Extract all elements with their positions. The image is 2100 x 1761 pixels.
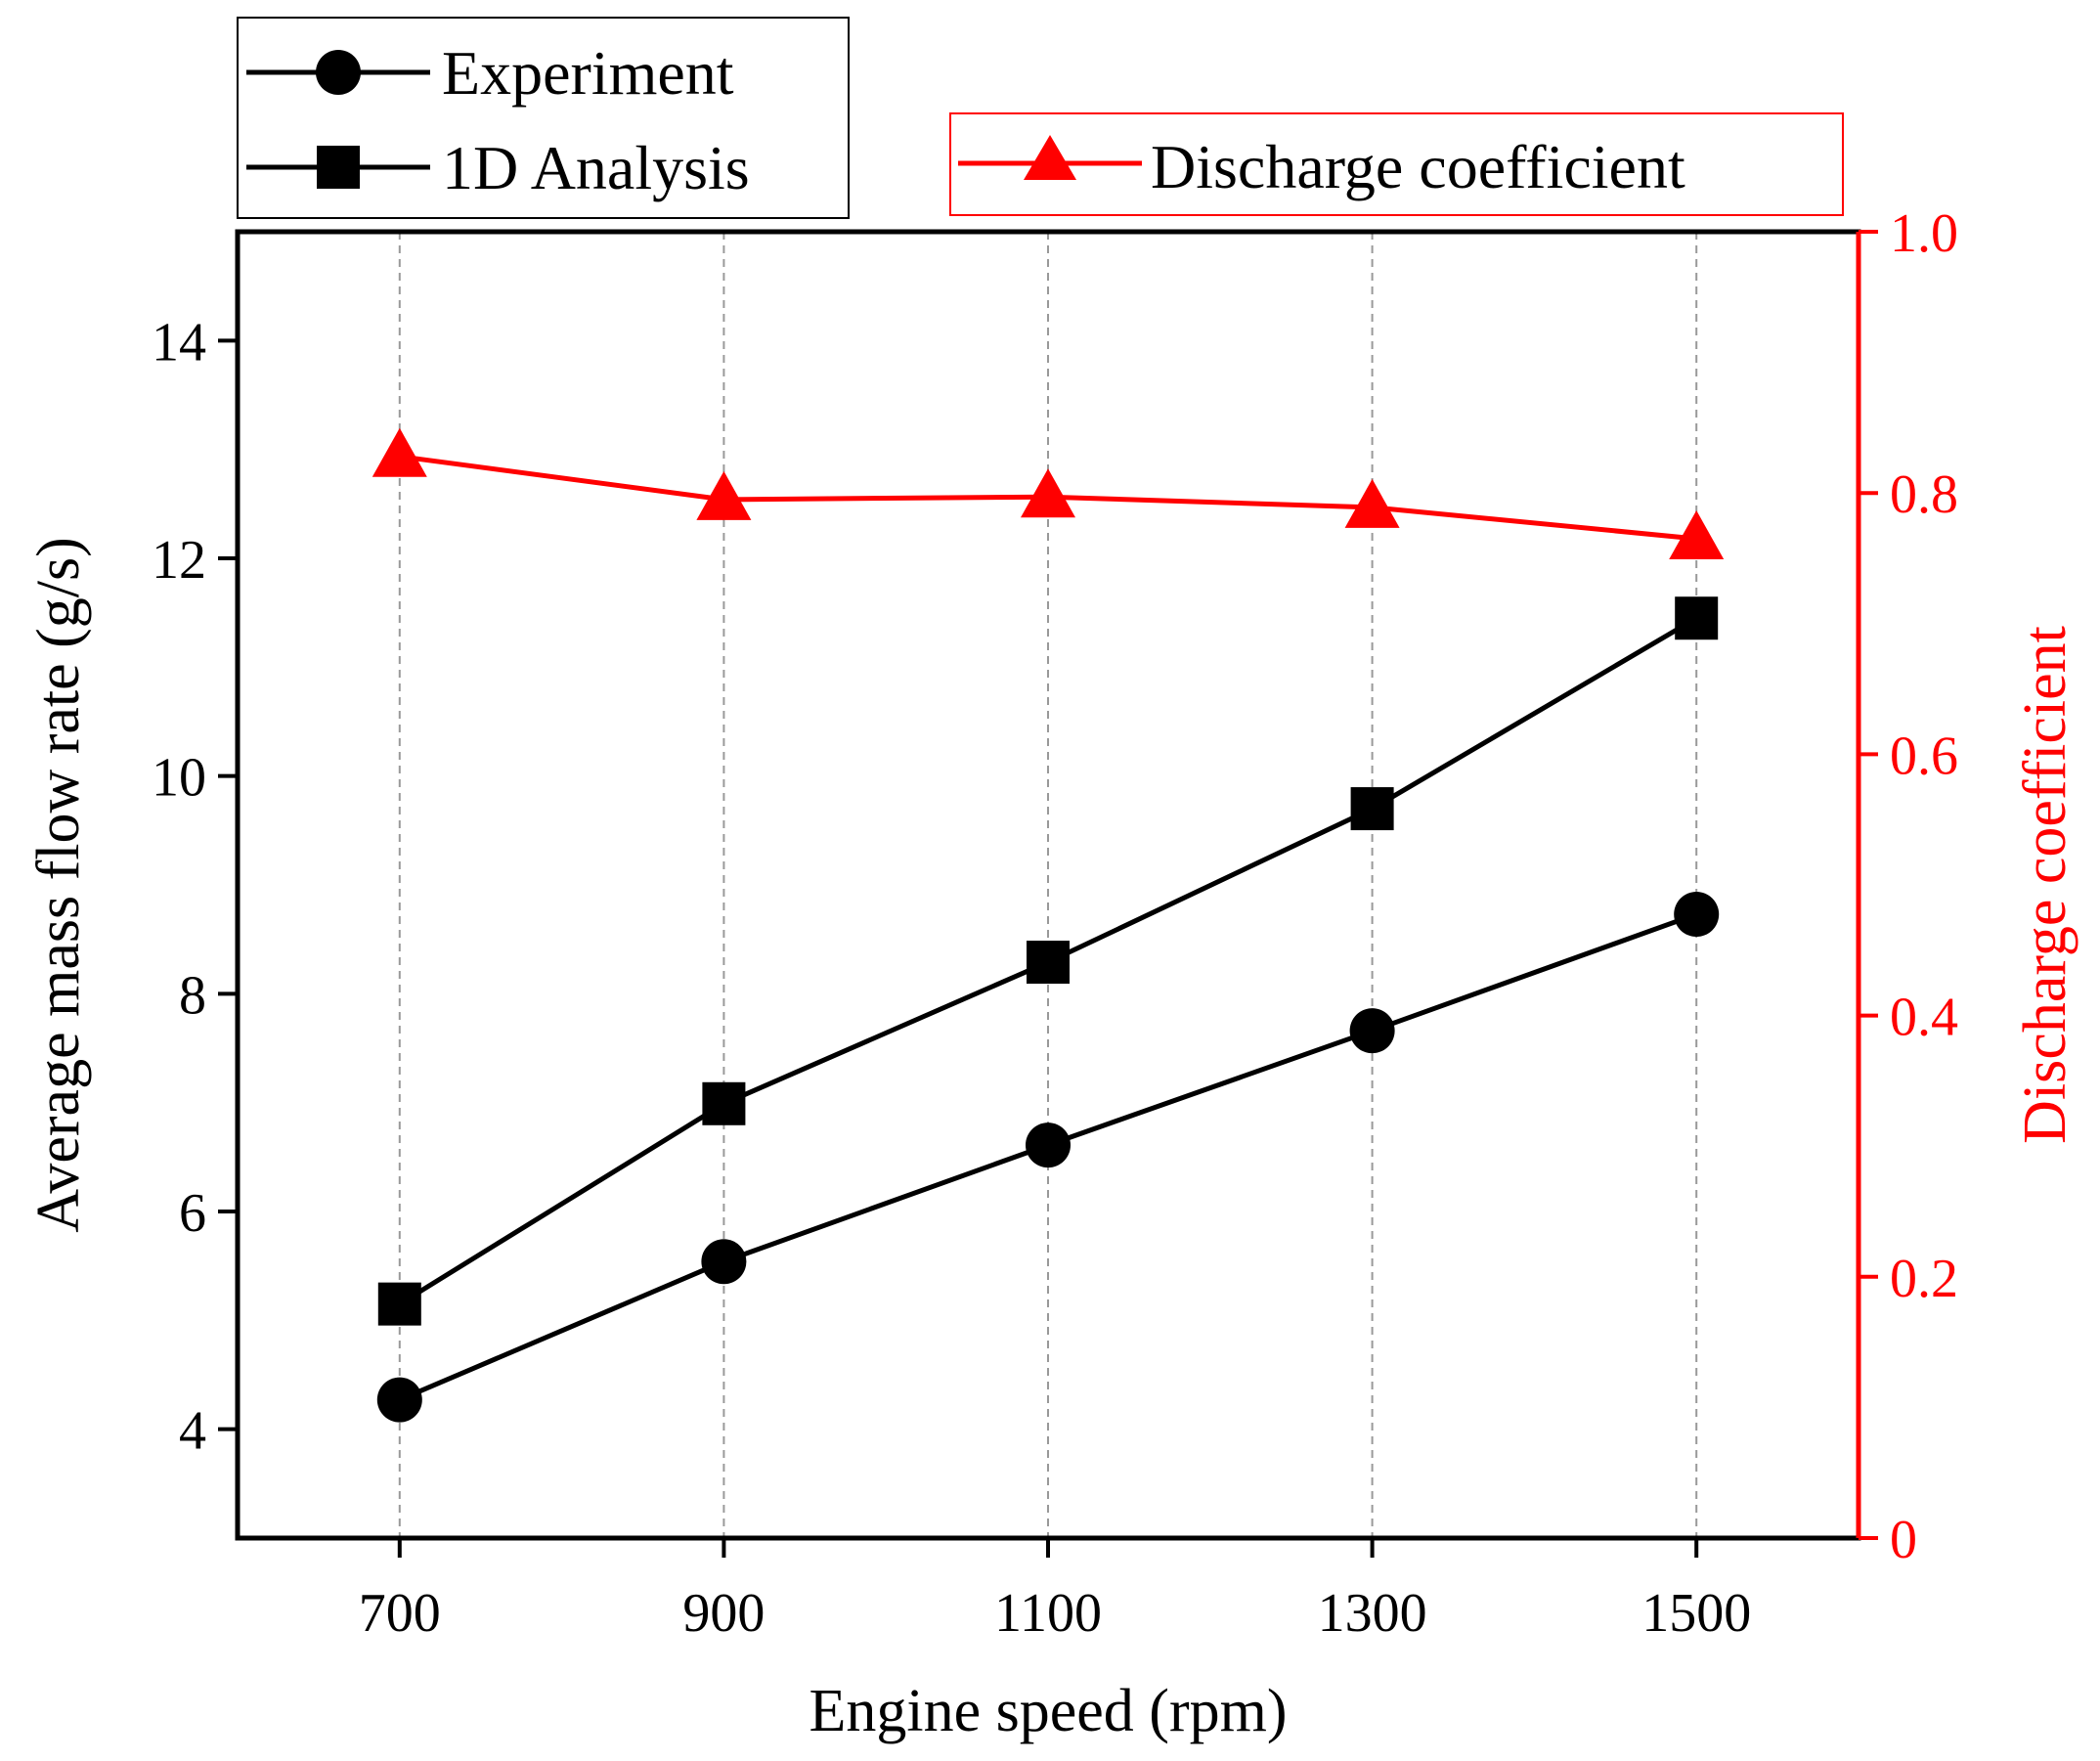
series-point-discharge-coefficient-0 xyxy=(372,427,427,477)
series-point-1d-analysis-0 xyxy=(377,1282,421,1326)
series-point-experiment-2 xyxy=(1026,1123,1071,1168)
x-tick-label-0: 700 xyxy=(359,1583,441,1644)
y-axis-title: Average mass flow rate (g/s) xyxy=(25,537,92,1233)
legend-label-experiment: Experiment xyxy=(442,38,734,108)
legend-left: Experiment 1D Analysis xyxy=(237,17,850,219)
series-point-1d-analysis-3 xyxy=(1350,787,1394,831)
series-point-experiment-0 xyxy=(376,1377,422,1423)
series-layer xyxy=(372,427,1725,1423)
series-point-1d-analysis-2 xyxy=(1027,941,1070,985)
legend-label-discharge: Discharge coefficient xyxy=(1151,132,1685,201)
x-axis-title: Engine speed (rpm) xyxy=(809,1678,1288,1744)
ticks-layer: 700 900 1100 1300 1500 4 6 8 10 12 14 0 0.2 0.4 0.6 0.8… xyxy=(152,203,1958,1644)
legend-label-1d-analysis: 1D Analysis xyxy=(442,133,750,202)
grid xyxy=(398,232,1698,1538)
series-point-1d-analysis-4 xyxy=(1675,596,1719,640)
series-point-discharge-coefficient-1 xyxy=(696,470,752,520)
legend-marker-discharge xyxy=(1024,135,1076,180)
series-point-discharge-coefficient-2 xyxy=(1021,468,1075,518)
series-point-experiment-1 xyxy=(701,1239,747,1285)
x-tick-label-3: 1300 xyxy=(1318,1583,1427,1644)
y2-tick-label-2: 0.4 xyxy=(1890,988,1958,1048)
series-point-experiment-3 xyxy=(1349,1008,1395,1054)
series-point-experiment-4 xyxy=(1674,892,1720,938)
y2-tick-label-5: 1.0 xyxy=(1890,203,1958,264)
y-tick-label-4: 12 xyxy=(152,530,206,591)
series-point-1d-analysis-1 xyxy=(702,1081,746,1125)
legend-marker-experiment xyxy=(316,50,361,95)
y2-tick-label-1: 0.2 xyxy=(1890,1249,1958,1309)
y-tick-label-0: 4 xyxy=(179,1401,206,1462)
x-tick-label-1: 900 xyxy=(682,1583,765,1644)
y2-tick-label-0: 0 xyxy=(1890,1510,1917,1570)
series-point-discharge-coefficient-4 xyxy=(1669,509,1725,559)
y-tick-label-5: 14 xyxy=(152,312,206,373)
x-tick-label-4: 1500 xyxy=(1641,1583,1751,1644)
y2-tick-label-4: 0.8 xyxy=(1890,464,1958,525)
y2-tick-label-3: 0.6 xyxy=(1890,726,1958,786)
y-tick-label-1: 6 xyxy=(179,1183,206,1244)
series-point-discharge-coefficient-3 xyxy=(1344,478,1400,528)
y2-axis-title: Discharge coefficient xyxy=(2012,626,2078,1144)
y-tick-label-3: 10 xyxy=(152,748,206,809)
legend-marker-1d-analysis xyxy=(317,146,360,189)
y-tick-label-2: 8 xyxy=(179,965,206,1026)
x-tick-label-2: 1100 xyxy=(994,1583,1102,1644)
legend-right: Discharge coefficient xyxy=(949,112,1844,216)
